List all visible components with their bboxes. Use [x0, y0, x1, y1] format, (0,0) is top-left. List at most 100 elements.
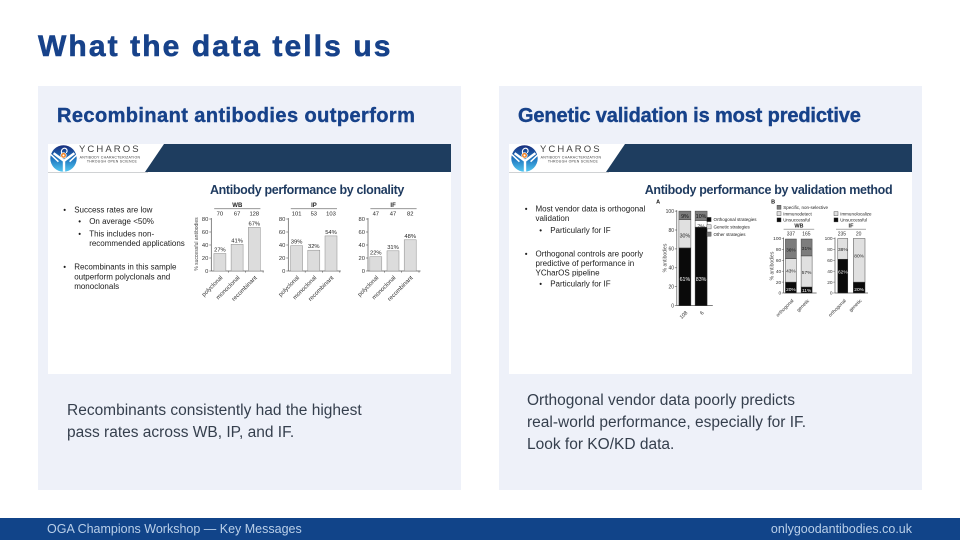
- svg-text:WB: WB: [794, 223, 803, 229]
- svg-text:38%: 38%: [838, 247, 848, 253]
- svg-text:40: 40: [776, 269, 782, 275]
- svg-text:0: 0: [671, 303, 674, 309]
- svg-text:27%: 27%: [214, 248, 226, 254]
- svg-text:0: 0: [830, 291, 833, 297]
- svg-text:0: 0: [282, 269, 285, 275]
- svg-text:Unsuccessful: Unsuccessful: [840, 218, 867, 223]
- svg-text:0: 0: [362, 269, 365, 275]
- svg-text:41%: 41%: [231, 238, 243, 244]
- svg-text:% antibodies: % antibodies: [770, 251, 776, 280]
- svg-text:Immunolocalize: Immunolocalize: [840, 211, 872, 216]
- svg-text:80%: 80%: [854, 254, 864, 260]
- svg-text:31%: 31%: [802, 246, 812, 252]
- svg-text:165: 165: [802, 231, 811, 237]
- svg-text:YCharOS pipeline: YCharOS pipeline: [536, 269, 601, 278]
- svg-text:22%: 22%: [370, 251, 382, 257]
- svg-text:Particularly for IF: Particularly for IF: [550, 226, 611, 235]
- svg-text:6: 6: [699, 310, 705, 316]
- svg-text:On average <50%: On average <50%: [89, 217, 154, 226]
- svg-text:103: 103: [326, 211, 336, 217]
- svg-text:20: 20: [856, 231, 862, 237]
- svg-text:Most vendor data is orthogonal: Most vendor data is orthogonal: [536, 204, 646, 213]
- svg-text:20%: 20%: [854, 287, 864, 293]
- svg-text:Orthogonal controls are poorly: Orthogonal controls are poorly: [536, 249, 644, 258]
- svg-text:7%: 7%: [697, 224, 705, 230]
- svg-text:outperform polyclonals and: outperform polyclonals and: [74, 272, 170, 281]
- svg-text:monoclonals: monoclonals: [74, 282, 119, 291]
- svg-text:IP: IP: [311, 203, 317, 209]
- svg-text:30%: 30%: [680, 234, 691, 240]
- svg-text:20: 20: [776, 280, 782, 286]
- svg-text:IF: IF: [849, 223, 855, 229]
- svg-text:337: 337: [787, 231, 796, 237]
- svg-text:43%: 43%: [786, 269, 796, 275]
- svg-text:A: A: [656, 199, 660, 205]
- svg-text:40: 40: [668, 266, 674, 272]
- svg-text:•: •: [78, 217, 81, 226]
- svg-text:80: 80: [279, 217, 285, 223]
- svg-text:20: 20: [359, 256, 365, 262]
- svg-text:40: 40: [202, 243, 208, 249]
- svg-text:IF: IF: [390, 203, 396, 209]
- svg-text:80: 80: [776, 247, 782, 253]
- svg-text:100: 100: [666, 209, 675, 215]
- svg-text:This includes non-: This includes non-: [89, 229, 154, 238]
- svg-text:0: 0: [779, 291, 782, 297]
- svg-text:20: 20: [827, 280, 833, 286]
- svg-text:•: •: [525, 204, 528, 213]
- svg-text:54%: 54%: [325, 230, 337, 236]
- svg-text:101: 101: [292, 211, 302, 217]
- svg-text:83%: 83%: [696, 277, 707, 283]
- svg-text:100: 100: [773, 236, 781, 242]
- svg-text:•: •: [539, 226, 542, 235]
- svg-text:67: 67: [234, 211, 240, 217]
- svg-text:Success rates are low: Success rates are low: [74, 206, 152, 215]
- svg-text:•: •: [63, 263, 66, 272]
- svg-text:80: 80: [668, 228, 674, 234]
- svg-text:Unsuccessful: Unsuccessful: [783, 218, 810, 223]
- svg-text:108: 108: [679, 310, 690, 321]
- svg-text:57%: 57%: [802, 270, 812, 276]
- svg-text:31%: 31%: [387, 245, 399, 251]
- svg-text:Particularly for IF: Particularly for IF: [550, 279, 611, 288]
- svg-text:•: •: [539, 279, 542, 288]
- svg-text:B: B: [771, 199, 775, 205]
- svg-text:62%: 62%: [838, 270, 848, 276]
- svg-text:39%: 39%: [291, 240, 303, 246]
- svg-text:40: 40: [827, 269, 833, 275]
- svg-text:0: 0: [205, 269, 208, 275]
- svg-text:9%: 9%: [681, 214, 689, 220]
- svg-text:60: 60: [279, 230, 285, 236]
- svg-text:11%: 11%: [802, 288, 812, 294]
- svg-text:80: 80: [359, 217, 365, 223]
- svg-text:47: 47: [373, 211, 379, 217]
- svg-text:60: 60: [202, 230, 208, 236]
- svg-text:60: 60: [776, 258, 782, 264]
- svg-text:Specific, non-selective: Specific, non-selective: [783, 205, 828, 210]
- svg-text:recommended applications: recommended applications: [89, 239, 185, 248]
- svg-text:60: 60: [668, 247, 674, 253]
- svg-text:67%: 67%: [248, 221, 260, 227]
- svg-text:61%: 61%: [680, 277, 691, 283]
- svg-text:40: 40: [279, 243, 285, 249]
- svg-text:53: 53: [311, 211, 317, 217]
- svg-text:32%: 32%: [308, 244, 320, 250]
- svg-text:10%: 10%: [696, 214, 707, 220]
- svg-text:235: 235: [838, 231, 847, 237]
- svg-text:Other strategies: Other strategies: [714, 232, 747, 237]
- svg-text:•: •: [525, 249, 528, 258]
- svg-text:100: 100: [825, 236, 833, 242]
- svg-text:WB: WB: [232, 203, 243, 209]
- svg-text:36%: 36%: [786, 248, 796, 254]
- svg-text:Antibody performance by valida: Antibody performance by validation metho…: [645, 183, 893, 197]
- svg-text:Genetic strategies: Genetic strategies: [714, 225, 751, 230]
- svg-text:80: 80: [202, 217, 208, 223]
- svg-text:20%: 20%: [786, 287, 796, 293]
- svg-text:60: 60: [359, 230, 365, 236]
- svg-text:20: 20: [202, 256, 208, 262]
- svg-text:70: 70: [217, 211, 223, 217]
- svg-text:% successful antibodies: % successful antibodies: [194, 217, 200, 271]
- svg-text:Immunodetect: Immunodetect: [783, 211, 812, 216]
- svg-text:20: 20: [668, 285, 674, 291]
- svg-text:•: •: [63, 206, 66, 215]
